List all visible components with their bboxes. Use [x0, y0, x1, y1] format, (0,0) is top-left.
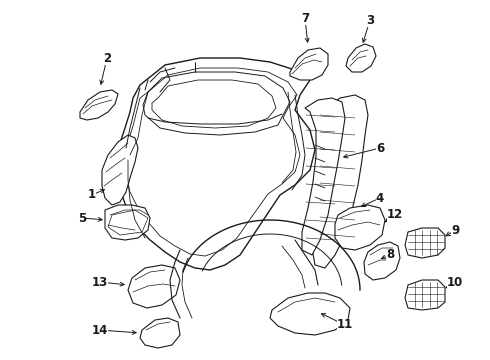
Text: 1: 1 [88, 189, 96, 202]
Polygon shape [302, 98, 345, 255]
Text: 9: 9 [451, 224, 459, 237]
Text: 12: 12 [387, 208, 403, 221]
Polygon shape [335, 205, 385, 250]
Text: 6: 6 [376, 141, 384, 154]
Text: 4: 4 [376, 192, 384, 204]
Text: 8: 8 [386, 248, 394, 261]
Polygon shape [118, 58, 315, 270]
Polygon shape [405, 280, 445, 310]
Text: 3: 3 [366, 13, 374, 27]
Text: 10: 10 [447, 275, 463, 288]
Polygon shape [102, 135, 138, 205]
Polygon shape [105, 205, 150, 240]
Polygon shape [405, 228, 445, 258]
Text: 11: 11 [337, 319, 353, 332]
Text: 2: 2 [103, 51, 111, 64]
Text: 7: 7 [301, 12, 309, 24]
Polygon shape [80, 90, 118, 120]
Polygon shape [290, 48, 328, 80]
Polygon shape [312, 95, 368, 268]
Polygon shape [364, 242, 400, 280]
Text: 14: 14 [92, 324, 108, 337]
Polygon shape [346, 44, 376, 72]
Text: 13: 13 [92, 275, 108, 288]
Polygon shape [128, 265, 180, 308]
Polygon shape [140, 318, 180, 348]
Polygon shape [270, 293, 350, 335]
Text: 5: 5 [78, 211, 86, 225]
